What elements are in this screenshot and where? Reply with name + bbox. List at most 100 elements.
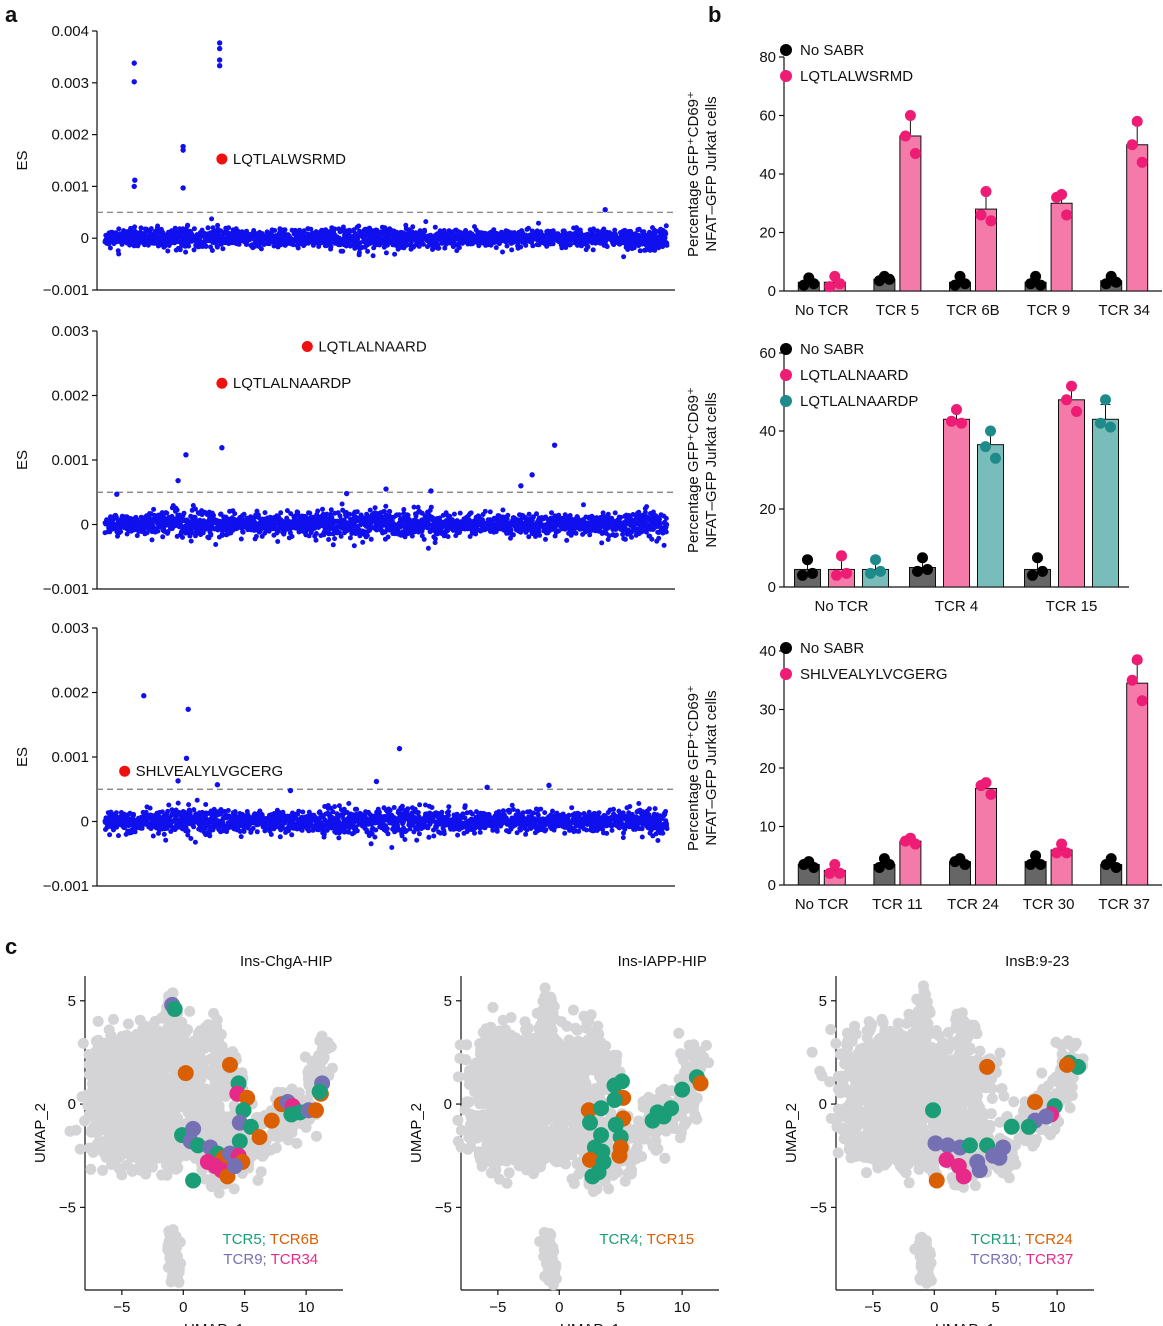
es-point — [175, 800, 181, 806]
es-outlier-point — [180, 185, 186, 191]
es-point — [456, 245, 462, 251]
es-point — [383, 503, 389, 509]
es-point — [213, 542, 219, 547]
es-point — [277, 834, 283, 840]
highlight-label: LQTLALWSRMD — [233, 151, 346, 168]
es-outlier-point — [131, 60, 137, 66]
es-point — [154, 225, 160, 231]
es-point — [330, 542, 336, 548]
es-scatter-lqtlalnaard: 0.0030.0020.0010−0.001ESLQTLALNAARDLQTLA… — [14, 323, 675, 598]
es-outlier-point — [183, 452, 189, 458]
es-point — [423, 219, 429, 225]
es-point — [241, 511, 247, 517]
es-point — [613, 532, 619, 538]
es-point — [289, 832, 295, 838]
es-point — [536, 220, 541, 226]
es-point — [428, 504, 434, 510]
es-point — [421, 536, 427, 542]
highlight-label: LQTLALNAARDP — [233, 375, 351, 392]
es-point — [301, 228, 307, 234]
es-point — [385, 831, 391, 837]
es-point — [510, 532, 516, 538]
es-outlier-point — [114, 491, 120, 497]
es-point — [232, 511, 238, 517]
es-point — [351, 543, 357, 549]
es-point — [313, 531, 319, 536]
es-point — [332, 536, 338, 542]
es-point — [116, 251, 122, 257]
y-axis-label: ES — [14, 450, 31, 470]
es-outlier-point — [180, 147, 186, 153]
y-tick-label: −0.001 — [43, 581, 89, 598]
es-point — [436, 245, 442, 251]
es-point — [116, 833, 121, 839]
es-point — [250, 825, 256, 831]
es-point — [220, 246, 226, 252]
es-point — [500, 507, 506, 513]
es-point — [387, 807, 393, 813]
es-outlier-point — [518, 483, 524, 489]
es-point — [505, 512, 511, 518]
es-point — [131, 243, 137, 249]
y-tick-label: 0.003 — [51, 75, 89, 92]
es-point — [405, 806, 411, 812]
es-point — [185, 828, 191, 834]
es-point — [209, 216, 215, 222]
es-point — [368, 536, 374, 542]
es-point — [493, 245, 499, 251]
es-point — [186, 802, 192, 808]
es-point — [621, 254, 627, 260]
es-point — [339, 501, 345, 507]
es-point — [399, 803, 405, 809]
es-point — [604, 244, 610, 250]
y-tick-label: 0 — [81, 814, 89, 831]
es-point — [332, 804, 338, 810]
y-tick-label: −0.001 — [43, 878, 89, 895]
es-point — [295, 245, 301, 251]
es-point — [368, 841, 374, 847]
es-point — [268, 832, 274, 837]
es-outlier-point — [216, 63, 223, 69]
y-tick-label: 0.001 — [51, 749, 89, 766]
es-point — [534, 511, 539, 517]
es-point — [238, 834, 244, 840]
es-outlier-point — [175, 477, 181, 484]
es-point — [203, 802, 209, 807]
es-point — [543, 536, 548, 542]
es-point — [347, 535, 353, 541]
es-point — [254, 829, 260, 835]
es-outlier-point — [216, 45, 223, 52]
es-outlier-point — [219, 445, 225, 451]
y-tick-label: 0.002 — [51, 685, 89, 702]
es-point — [372, 834, 378, 840]
es-point — [155, 528, 161, 534]
es-point — [429, 805, 435, 810]
es-point — [629, 534, 634, 540]
y-tick-label: 0.002 — [51, 127, 89, 144]
es-point — [364, 533, 370, 539]
es-point — [637, 248, 643, 254]
y-tick-label: 0.003 — [51, 323, 89, 340]
es-point — [417, 802, 423, 808]
es-point — [232, 809, 238, 815]
es-point — [482, 508, 488, 514]
panel-label-a: a — [5, 2, 18, 27]
es-point — [165, 248, 171, 254]
es-point — [346, 801, 352, 806]
y-tick-label: 0.003 — [51, 620, 89, 637]
es-point — [138, 225, 144, 231]
es-point — [383, 250, 389, 256]
es-point — [585, 244, 591, 250]
es-point — [389, 845, 395, 850]
es-point — [663, 515, 669, 521]
y-tick-label: 0.002 — [51, 388, 89, 405]
es-point — [432, 540, 438, 546]
highlight-point — [216, 377, 228, 389]
es-point — [370, 253, 376, 259]
es-point — [396, 512, 402, 518]
es-point — [431, 833, 437, 839]
es-point — [487, 509, 493, 515]
es-point — [306, 828, 312, 834]
es-point — [147, 805, 153, 811]
